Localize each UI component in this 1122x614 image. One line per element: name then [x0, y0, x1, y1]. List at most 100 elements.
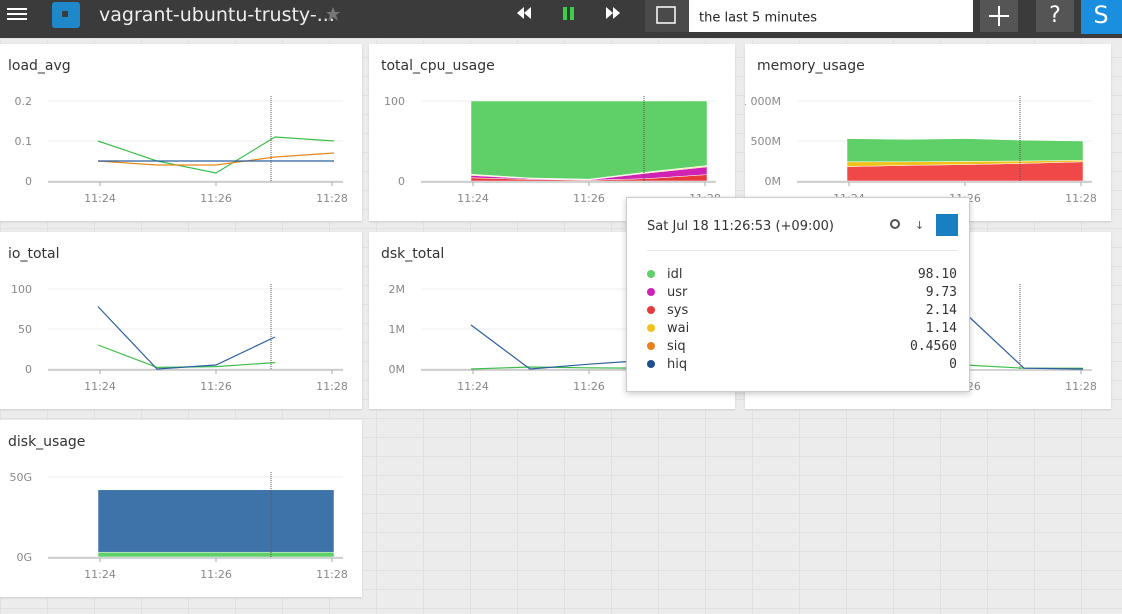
series-value: 2.14 [925, 303, 957, 318]
legend-dot [647, 342, 655, 350]
line [964, 312, 1084, 370]
x-tick-label: 11:28 [1065, 192, 1097, 205]
stack-area [97, 489, 335, 553]
x-tick-label: 11:28 [316, 568, 348, 581]
tooltip: Sat Jul 18 11:26:53 (+09:00) ↓ idl 98.10 u… [626, 197, 970, 392]
line [97, 152, 335, 166]
calendar-button[interactable] [645, 0, 689, 32]
series-name: sys [667, 303, 689, 318]
panel-title: memory_usage [757, 58, 865, 74]
time-input[interactable] [689, 0, 973, 32]
y-tick-label: 0 [398, 175, 405, 188]
panel-chart: 0 0.1 0.2 11:24 11:26 11:28 [15, 95, 348, 205]
search-icon[interactable] [890, 219, 900, 229]
logo-dot [62, 11, 68, 17]
time-range: the last 5 minutes [699, 11, 817, 26]
y-tick-label: 0M [389, 363, 406, 376]
x-tick-label: 11:28 [1065, 380, 1097, 393]
y-tick-label: 0 [25, 175, 32, 188]
series-value: 1.14 [925, 321, 957, 336]
panel-title: total_cpu_usage [381, 58, 495, 74]
x-tick-label: 11:28 [316, 380, 348, 393]
y-tick-label: 50 [18, 323, 32, 336]
series-name: siq [667, 339, 686, 354]
x-tick-label: 11:24 [84, 568, 116, 581]
sort-active[interactable] [936, 214, 958, 236]
help: ? [1049, 3, 1061, 28]
series-value: 98.10 [917, 267, 957, 282]
line [97, 136, 335, 174]
panel: disk_usage 0G 50G 11:24 11:26 11:28 [0, 420, 362, 597]
y-tick-label: 1 000M [745, 95, 781, 108]
x-tick-label: 11:26 [200, 568, 232, 581]
rewind[interactable] [517, 7, 524, 19]
stack-area [97, 551, 335, 558]
y-tick-label: 50G [9, 471, 32, 484]
legend-dot [647, 324, 655, 332]
x-tick-label: 11:24 [457, 192, 489, 205]
legend-dot [647, 306, 655, 314]
tooltip-row: wai 1.14 [647, 321, 957, 336]
x-tick-label: 11:26 [200, 380, 232, 393]
series-name: idl [667, 267, 683, 282]
sort-icon[interactable]: ↓ [915, 219, 924, 232]
series-value: 0 [949, 357, 957, 372]
panel: load_avg 0 0.1 0.2 11:24 11:26 11:28 [0, 44, 362, 221]
tooltip-time: Sat Jul 18 11:26:53 (+09:00) [647, 219, 834, 234]
forward[interactable] [606, 7, 613, 19]
line [470, 324, 649, 370]
stack-area [470, 100, 708, 180]
tooltip-row: hiq 0 [647, 357, 957, 372]
pause[interactable] [563, 7, 567, 20]
panel-chart: 0 50 100 11:24 11:26 11:28 [11, 283, 348, 393]
y-tick-label: 100 [384, 95, 405, 108]
y-tick-label: 2M [389, 283, 406, 296]
help-button[interactable] [1036, 0, 1074, 32]
series-value: 9.73 [925, 285, 957, 300]
user: S [1093, 1, 1108, 29]
x-tick-label: 11:26 [200, 192, 232, 205]
y-tick-label: 0 [25, 363, 32, 376]
tooltip-tools: ↓ [890, 214, 958, 236]
panel-title: disk_usage [8, 434, 86, 450]
user-button[interactable] [1081, 0, 1122, 34]
tooltip-row: siq 0.4560 [647, 339, 957, 354]
panel-title: dsk_total [381, 246, 445, 262]
y-tick-label: 0G [16, 551, 32, 564]
panel: io_total 0 50 100 11:24 11:26 11:28 [0, 232, 362, 409]
y-tick-label: 0M [765, 175, 782, 188]
legend-dot [647, 270, 655, 278]
tooltip-row: sys 2.14 [647, 303, 957, 318]
panel-title: load_avg [8, 58, 71, 74]
plus [989, 6, 1009, 26]
forward2 [613, 7, 620, 19]
x-tick-label: 11:24 [457, 380, 489, 393]
x-tick-label: 11:26 [573, 380, 605, 393]
x-tick-label: 11:24 [84, 192, 116, 205]
x-tick-label: 11:28 [316, 192, 348, 205]
divider [647, 250, 957, 251]
calendar-icon [656, 6, 676, 24]
header: the last 5 minutes ? S vagrant-ubuntu-tr… [0, 0, 1122, 38]
y-tick-label: 0.1 [15, 135, 33, 148]
line [470, 366, 649, 370]
series-name: wai [667, 321, 690, 336]
x-tick-label: 11:26 [573, 192, 605, 205]
line [97, 344, 276, 369]
panel-title: io_total [8, 246, 60, 262]
star[interactable] [326, 7, 340, 21]
series-value: 0.4560 [910, 339, 957, 354]
y-tick-label: 500M [751, 135, 782, 148]
panel-chart: 0G 50G 11:24 11:26 11:28 [9, 471, 348, 581]
tooltip-row: usr 9.73 [647, 285, 957, 300]
legend-dot [647, 360, 655, 368]
y-tick-label: 1M [389, 323, 406, 336]
tooltip-row: idl 98.10 [647, 267, 957, 282]
menu-icon[interactable] [7, 8, 27, 20]
line [97, 306, 276, 370]
legend-dot [647, 288, 655, 296]
